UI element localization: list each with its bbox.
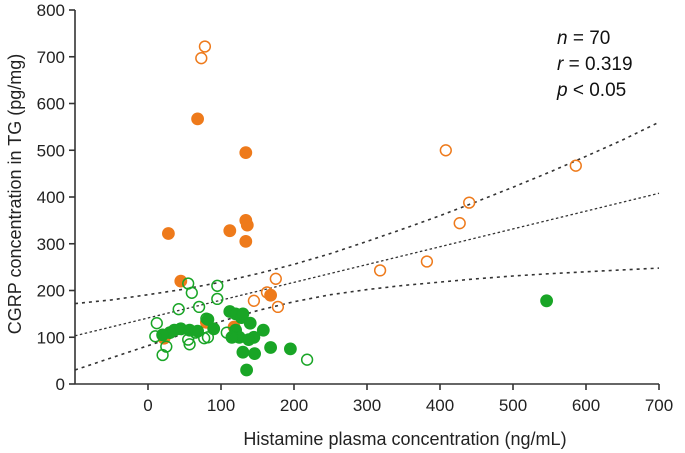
x-axis-title: Histamine plasma concentration (ng/mL) — [243, 429, 566, 449]
data-point — [239, 146, 253, 160]
data-point — [420, 255, 434, 268]
data-point — [185, 286, 198, 299]
data-point — [243, 316, 257, 330]
data-point — [271, 300, 285, 314]
x-tick-label: 400 — [426, 396, 454, 415]
data-point — [239, 234, 253, 248]
x-tick-label: 700 — [645, 396, 673, 415]
x-tick-label: 500 — [499, 396, 527, 415]
stat-r-value: = 0.319 — [563, 54, 632, 75]
x-ticks: 0 100 200 300 400 500 600 700 — [143, 384, 673, 415]
data-point — [240, 363, 254, 377]
data-point — [439, 144, 452, 157]
regression-lines — [74, 121, 660, 371]
data-point — [198, 40, 212, 53]
y-tick-label: 100 — [37, 328, 65, 347]
data-point — [156, 328, 170, 342]
y-tick-label: 800 — [37, 1, 65, 20]
data-point — [198, 332, 211, 345]
data-point — [150, 317, 163, 330]
data-point — [236, 307, 250, 321]
series-green-open — [149, 277, 314, 366]
x-tick-label: 200 — [280, 396, 308, 415]
data-point — [236, 345, 250, 359]
data-point — [453, 217, 466, 230]
data-point — [240, 218, 254, 232]
stat-r: r = 0.319 — [557, 54, 633, 75]
stat-p-value: < 0.05 — [568, 80, 627, 101]
y-axis-title: CGRP concentration in TG (pg/mg) — [5, 54, 25, 334]
data-points — [149, 40, 582, 377]
data-point — [207, 322, 221, 336]
data-point — [195, 52, 208, 65]
y-ticks: 0 100 200 300 400 500 600 700 800 — [37, 1, 75, 394]
data-point — [183, 338, 196, 351]
stat-p: p < 0.05 — [556, 80, 626, 101]
stat-n: n = 70 — [557, 28, 610, 49]
y-tick-label: 400 — [37, 188, 65, 207]
data-point — [172, 303, 185, 316]
x-tick-label: 600 — [572, 396, 600, 415]
data-point — [192, 300, 206, 314]
series-green-filled — [156, 294, 553, 377]
data-point — [242, 333, 256, 347]
y-tick-label: 600 — [37, 95, 65, 114]
data-point — [283, 342, 297, 356]
data-point — [463, 196, 476, 209]
y-tick-label: 300 — [37, 235, 65, 254]
y-tick-label: 700 — [37, 48, 65, 67]
x-tick-label: 0 — [143, 396, 152, 415]
confidence-upper-line — [74, 121, 660, 305]
data-point — [191, 112, 205, 126]
data-point — [256, 323, 270, 337]
stat-r-label: r — [557, 54, 564, 75]
data-point — [248, 347, 262, 361]
stat-p-label: p — [556, 80, 568, 101]
data-point — [211, 279, 224, 292]
data-point — [540, 294, 553, 308]
stat-n-label: n — [557, 28, 568, 49]
x-tick-label: 100 — [207, 396, 235, 415]
data-point — [373, 264, 387, 277]
data-point — [200, 312, 213, 325]
confidence-lower-line — [74, 267, 660, 371]
series-orange-open — [195, 40, 582, 314]
stat-n-value: = 70 — [568, 28, 611, 49]
data-point — [149, 330, 162, 343]
y-tick-label: 0 — [56, 375, 65, 394]
data-point — [300, 353, 314, 366]
data-point — [156, 348, 169, 362]
data-point — [264, 341, 278, 354]
data-point — [247, 294, 261, 307]
data-point — [211, 292, 224, 306]
data-point — [269, 272, 282, 285]
data-point — [569, 159, 582, 172]
data-point — [174, 274, 188, 288]
data-point — [260, 286, 274, 299]
data-point — [182, 333, 195, 346]
data-point — [161, 227, 175, 240]
regression-fit-line — [74, 192, 660, 337]
x-tick-label: 300 — [353, 396, 381, 415]
data-point — [220, 326, 233, 339]
data-point — [189, 326, 202, 339]
y-tick-label: 200 — [37, 282, 65, 301]
data-point — [223, 224, 237, 238]
y-tick-label: 500 — [37, 141, 65, 160]
